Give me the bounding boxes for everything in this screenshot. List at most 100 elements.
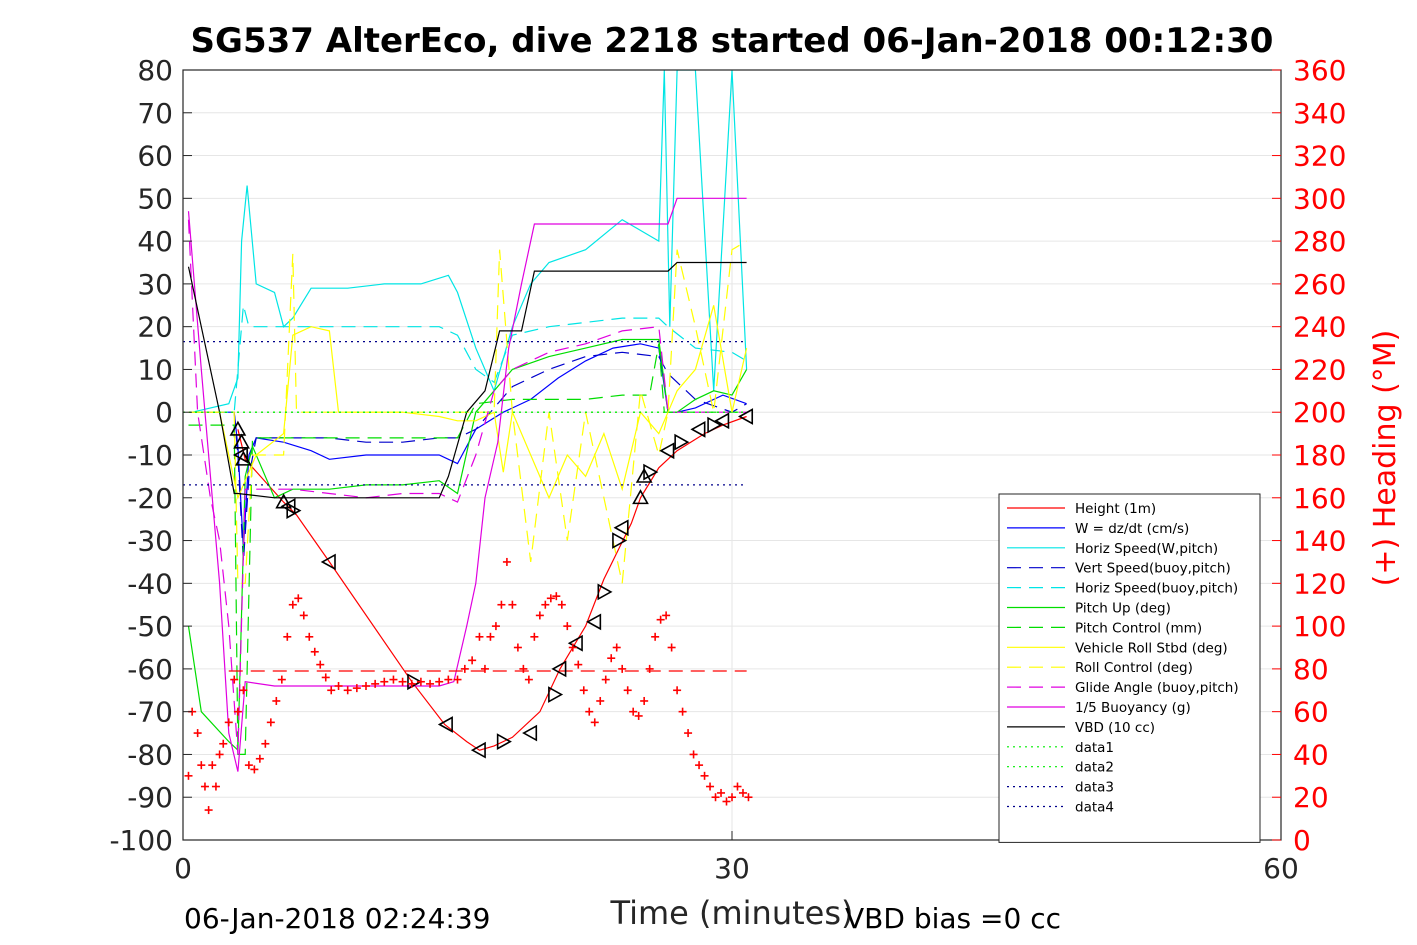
- series-line: [237, 415, 747, 751]
- heading-point: [468, 656, 477, 665]
- heading-point: [208, 761, 217, 770]
- heading-point: [546, 594, 555, 603]
- x-tick-label: 0: [174, 852, 192, 885]
- heading-point: [634, 711, 643, 720]
- y-tick-label: -100: [109, 824, 173, 857]
- y2-tick-label: 360: [1293, 54, 1346, 87]
- series-layer: [183, 70, 754, 815]
- triangle-marker: [496, 733, 512, 750]
- heading-point: [695, 761, 704, 770]
- heading-point: [717, 788, 726, 797]
- triangle-marker: [229, 420, 247, 436]
- x-axis-label: Time (minutes): [610, 894, 854, 932]
- vbd-bias-annotation: VBD bias =0 cc: [845, 902, 1061, 935]
- heading-point: [283, 632, 292, 641]
- triangle-marker: [613, 519, 629, 537]
- timestamp-annotation: 06-Jan-2018 02:24:39: [184, 902, 490, 935]
- y2-axis-label: (+) Heading (°M): [1368, 330, 1403, 587]
- legend-label: Horiz Speed(buoy,pitch): [1075, 581, 1238, 597]
- heading-point: [197, 761, 206, 770]
- y-tick-label: -40: [127, 567, 173, 600]
- heading-point: [744, 793, 753, 802]
- heading-point: [612, 643, 621, 652]
- y2-tick-label: 240: [1293, 311, 1346, 344]
- heading-point: [327, 686, 336, 695]
- heading-point: [590, 718, 599, 727]
- legend-label: Roll Control (deg): [1075, 660, 1193, 676]
- y-tick-label: -50: [127, 610, 173, 643]
- heading-point: [475, 632, 484, 641]
- legend-label: data3: [1075, 780, 1114, 796]
- heading-point: [321, 673, 330, 682]
- heading-point: [255, 754, 264, 763]
- heading-point: [645, 664, 654, 673]
- y-tick-label: 70: [137, 97, 173, 130]
- heading-point: [184, 771, 193, 780]
- y2-tick-label: 160: [1293, 482, 1346, 515]
- y2-tick-label: 60: [1293, 696, 1329, 729]
- heading-point: [689, 750, 698, 759]
- triangle-marker: [286, 502, 302, 519]
- triangle-marker: [437, 716, 453, 733]
- legend-label: Pitch Up (deg): [1075, 601, 1171, 617]
- series-line: [192, 70, 748, 413]
- heading-point: [398, 677, 407, 686]
- y-tick-label: 30: [137, 268, 173, 301]
- heading-point: [277, 675, 286, 684]
- legend-label: W = dz/dt (cm/s): [1075, 521, 1189, 537]
- y2-tick-label: 340: [1293, 97, 1346, 130]
- heading-point: [244, 761, 253, 770]
- y2-tick-label: 300: [1293, 182, 1346, 215]
- legend-label: data4: [1075, 800, 1114, 816]
- y2-tick-label: 200: [1293, 396, 1346, 429]
- heading-point: [380, 677, 389, 686]
- legend-label: 1/5 Buoyancy (g): [1075, 700, 1191, 716]
- heading-point: [656, 615, 665, 624]
- y-tick-label: -20: [127, 482, 173, 515]
- y2-tick-label: 80: [1293, 653, 1329, 686]
- chart-title: SG537 AlterEco, dive 2218 started 06-Jan…: [191, 21, 1274, 61]
- y2-tick-label: 180: [1293, 439, 1346, 472]
- y-tick-label: -10: [127, 439, 173, 472]
- y2-tick-label: 220: [1293, 353, 1346, 386]
- legend-label: Pitch Control (mm): [1075, 620, 1202, 636]
- heading-point: [700, 771, 709, 780]
- heading-point: [215, 750, 224, 759]
- triangle-marker: [233, 433, 250, 449]
- legend-label: Vert Speed(buoy,pitch): [1075, 561, 1231, 577]
- heading-point: [491, 622, 500, 631]
- legend-label: data2: [1075, 760, 1114, 776]
- triangle-marker: [320, 553, 336, 571]
- heading-point: [426, 679, 435, 688]
- series-line: [188, 240, 747, 584]
- heading-point: [266, 718, 275, 727]
- heading-point: [711, 793, 720, 802]
- triangle-marker: [548, 686, 564, 703]
- triangle-marker: [707, 416, 723, 434]
- series-line: [187, 219, 747, 755]
- heading-point: [230, 675, 239, 684]
- triangle-marker: [635, 467, 653, 483]
- y2-tick-label: 120: [1293, 567, 1346, 600]
- heading-point: [508, 600, 517, 609]
- legend-label: Horiz Speed(W,pitch): [1075, 541, 1218, 557]
- heading-point: [552, 592, 561, 601]
- axes: 80706050403020100-10-20-30-40-50-60-70-8…: [109, 54, 1346, 885]
- heading-point: [310, 647, 319, 656]
- heading-point: [294, 594, 303, 603]
- triangle-marker: [586, 613, 602, 631]
- legend-label: data1: [1075, 740, 1114, 756]
- triangle-marker: [612, 532, 628, 549]
- y2-tick-label: 280: [1293, 225, 1346, 258]
- heading-point: [233, 707, 242, 716]
- heading-point: [416, 677, 425, 686]
- heading-point: [371, 679, 380, 688]
- triangle-marker: [280, 497, 296, 515]
- series-line: [188, 343, 747, 756]
- triangle-marker: [597, 583, 613, 601]
- y-tick-label: -30: [127, 525, 173, 558]
- heading-point: [200, 782, 209, 791]
- x-tick-label: 30: [714, 852, 750, 885]
